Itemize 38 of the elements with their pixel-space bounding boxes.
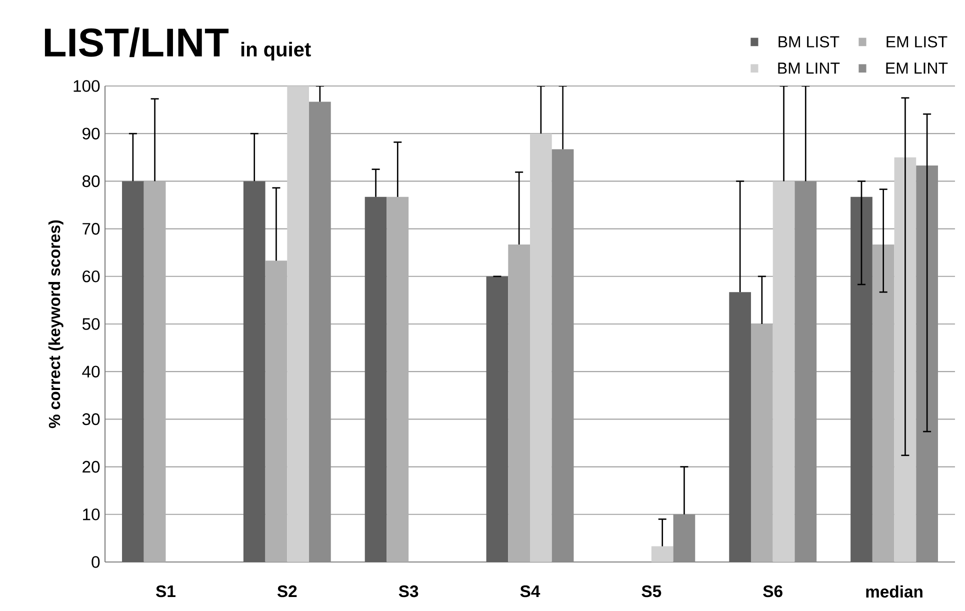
x-tick-label: S1	[156, 585, 176, 598]
y-tick-label: 80	[82, 175, 100, 188]
y-tick-label: 50	[82, 318, 100, 330]
bar	[364, 196, 387, 562]
y-tick-label: 70	[82, 222, 100, 235]
x-tick-label: S6	[763, 585, 782, 598]
bar	[729, 292, 751, 562]
y-tick-label: 60	[82, 270, 100, 282]
chart-title: LIST/LINT	[44, 27, 229, 58]
chart-subtitle: in quiet	[241, 42, 311, 60]
bar	[287, 86, 310, 562]
x-tick-label: median	[866, 585, 922, 598]
y-tick-label: 20	[82, 460, 100, 473]
y-tick-label: 40	[82, 366, 100, 378]
y-tick-label: 30	[82, 413, 100, 426]
bar	[872, 244, 894, 562]
bar	[122, 181, 144, 562]
y-axis-title: % correct (keyword scores)	[48, 220, 64, 428]
bar	[486, 276, 508, 562]
y-tick-label: 90	[82, 128, 100, 140]
legend-label: BM LIST	[778, 36, 840, 48]
legend-label: BM LINT	[778, 62, 840, 74]
bar	[530, 134, 552, 562]
y-tick-label: 10	[83, 508, 100, 520]
x-tick-label: S4	[520, 585, 540, 598]
bar	[265, 260, 288, 562]
bar	[243, 181, 266, 562]
y-tick-label: 0	[92, 556, 100, 568]
x-tick-label: S3	[398, 585, 418, 598]
bar	[651, 546, 674, 562]
bar	[850, 196, 872, 562]
y-tick-label: 100	[74, 80, 100, 92]
x-tick-label: S2	[277, 585, 297, 598]
bar	[772, 181, 795, 562]
bar	[894, 157, 916, 562]
x-tick-label: S5	[642, 585, 662, 598]
legend-label: EM LIST	[886, 36, 948, 48]
legend-label: EM LINT	[886, 62, 948, 74]
